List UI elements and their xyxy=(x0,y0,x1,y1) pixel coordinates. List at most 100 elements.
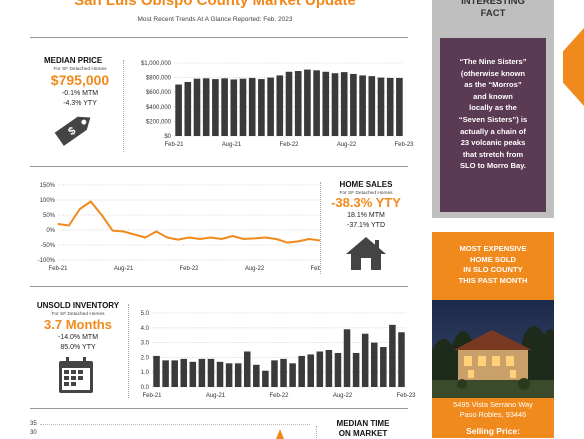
fact-line: and known xyxy=(473,91,513,101)
bar xyxy=(350,73,357,136)
bar xyxy=(153,355,160,387)
bar xyxy=(193,78,201,136)
data-point xyxy=(286,242,288,244)
divider-dotted xyxy=(128,304,130,398)
y-tick-label: 0.0 xyxy=(141,385,150,391)
bar xyxy=(386,77,394,136)
x-tick-label: Aug-22 xyxy=(245,266,265,272)
bar xyxy=(276,75,284,136)
x-tick-label: Feb-23 xyxy=(394,142,414,148)
fact-line: 23 volcanic peaks xyxy=(460,138,526,148)
home-sales-mtm: 18.1% MTM xyxy=(347,212,385,219)
bar xyxy=(380,347,387,387)
expensive-home-heading: MOST EXPENSIVE HOME SOLD IN SLO COUNTY THIS… xyxy=(432,244,554,286)
bar xyxy=(171,360,178,387)
unsold-inventory-sub: For SF Detached Homes xyxy=(51,312,105,317)
divider xyxy=(30,286,408,287)
data-point xyxy=(199,238,201,240)
series-line xyxy=(57,200,320,244)
data-point xyxy=(210,236,212,239)
bar xyxy=(202,78,210,136)
median-price-chart: $1,000,000 $800,000 $600,000 $400,000 $200,0… xyxy=(141,61,414,148)
divider-dotted xyxy=(316,426,318,438)
data-point xyxy=(155,230,157,233)
calendar-icon xyxy=(59,357,93,393)
expensive-heading-line: MOST EXPENSIVE xyxy=(459,244,527,253)
data-point xyxy=(133,233,136,236)
x-tick-label: Feb-21 xyxy=(48,266,68,272)
x-tick-label: Aug-22 xyxy=(337,142,357,148)
bar xyxy=(225,363,233,387)
bar xyxy=(253,364,260,387)
median-time-label: ON MARKET xyxy=(338,429,388,438)
fact-line: “Seven Sisters”) is xyxy=(458,114,528,124)
bar xyxy=(304,69,311,136)
bar xyxy=(207,358,215,387)
divider-dotted xyxy=(320,182,322,274)
data-point xyxy=(308,238,310,240)
divider xyxy=(30,166,408,167)
x-tick-label: Aug-21 xyxy=(206,393,226,399)
data-point xyxy=(111,230,114,232)
bar xyxy=(285,71,293,136)
median-price-label: MEDIAN PRICE xyxy=(44,56,103,65)
house-icon xyxy=(346,237,386,270)
bar xyxy=(271,360,278,387)
bar xyxy=(258,79,265,136)
home-sales-value: -38.3% YTY xyxy=(331,195,401,210)
x-tick-label: Aug-22 xyxy=(333,393,353,399)
svg-text:$: $ xyxy=(66,125,78,138)
bar xyxy=(313,70,320,136)
bar xyxy=(334,352,342,387)
bar xyxy=(389,324,396,387)
unsold-inventory-yty: 85.0% YTY xyxy=(60,344,96,351)
unsold-inventory-label: UNSOLD INVENTORY xyxy=(36,301,120,310)
bar xyxy=(294,71,302,136)
y-tick-label: $200,000 xyxy=(146,119,172,125)
data-point xyxy=(57,223,59,225)
expensive-heading-line: THIS PAST MONTH xyxy=(458,275,528,285)
divider xyxy=(30,37,408,38)
x-tick-label: Feb-23 xyxy=(396,393,416,399)
bar xyxy=(189,361,197,387)
x-tick-label: Aug-21 xyxy=(222,142,242,148)
y-tick-label: $1,000,000 xyxy=(141,61,172,67)
bar xyxy=(184,81,192,136)
y-tick-label: 4.0 xyxy=(141,326,150,332)
data-point xyxy=(79,208,81,210)
data-point xyxy=(90,200,92,203)
data-point xyxy=(221,238,223,240)
fact-line: SLO to Morro Bay. xyxy=(459,161,527,171)
fact-text: “The Nine Sisters” (otherwise known as the… xyxy=(446,56,540,172)
divider xyxy=(30,408,408,409)
data-point xyxy=(242,238,245,240)
y-tick-label: $800,000 xyxy=(146,76,172,82)
home-photo xyxy=(432,300,554,398)
fact-line: that stretch from xyxy=(462,149,524,159)
fact-line: “The Nine Sisters” xyxy=(459,57,527,66)
x-tick-label: Feb-21 xyxy=(164,142,184,148)
bar xyxy=(180,358,188,387)
bar xyxy=(221,78,228,136)
data-point xyxy=(232,235,234,237)
y-tick-label: -50% xyxy=(41,243,56,249)
home-sales-chart: 150% 100% 50% 0% -50% -100% Feb-21 Aug-21 Feb-22… xyxy=(38,183,320,272)
x-tick-label: Feb-21 xyxy=(142,393,162,399)
expensive-home-address: 5495 Vista Serrano Way Paso Robles, 93446 xyxy=(453,400,533,419)
fact-heading: INTERESTING FACT xyxy=(461,0,525,19)
fact-line: as the “Morros” xyxy=(464,80,522,90)
x-tick-label: Feb-22 xyxy=(269,393,289,399)
data-point xyxy=(297,240,299,242)
home-sales-ytd: -37.1% YTD xyxy=(347,222,385,229)
data-point xyxy=(188,236,190,239)
expensive-heading-line: IN SLO COUNTY xyxy=(463,265,523,274)
bar xyxy=(340,72,348,136)
bar xyxy=(230,79,238,136)
data-point xyxy=(177,239,179,241)
data-point xyxy=(68,224,70,227)
median-price-yty: -4.3% YTY xyxy=(63,100,97,107)
y-tick-label: 2.0 xyxy=(141,355,150,361)
bar xyxy=(234,363,242,387)
selling-price-label: Selling Price: xyxy=(466,426,520,436)
bar xyxy=(212,79,219,136)
